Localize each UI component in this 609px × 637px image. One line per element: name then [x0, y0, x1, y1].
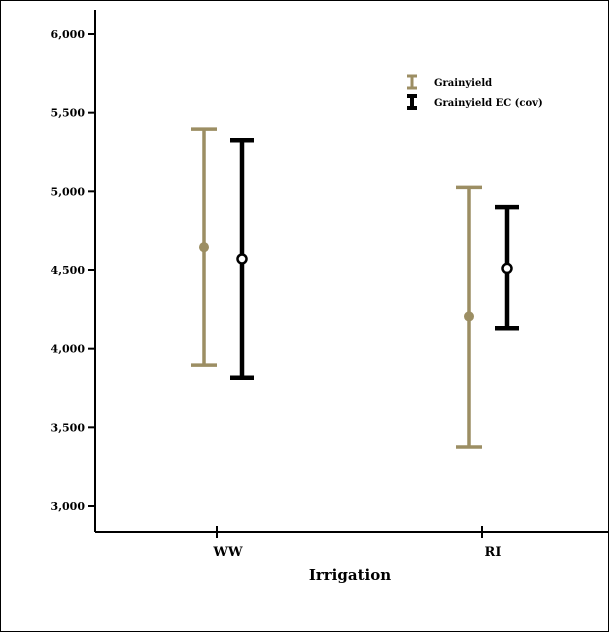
legend-label: Grainyield	[434, 78, 492, 89]
y-tick-label: 3,000	[51, 500, 86, 513]
y-tick-label: 5,000	[51, 185, 86, 198]
mean-marker	[464, 311, 474, 322]
y-tick-label: 4,000	[51, 343, 86, 356]
y-tick-label: 3,500	[51, 421, 86, 434]
data-marks	[191, 127, 519, 449]
x-tick-label: RI	[485, 545, 502, 560]
mean-marker	[501, 262, 513, 275]
legend-label: Grainyield EC (cov)	[434, 98, 543, 109]
y-tick-label: 4,500	[51, 264, 86, 277]
y-tick-label: 6,000	[51, 28, 86, 41]
y-tick-label: 5,500	[51, 107, 86, 120]
mean-marker	[236, 253, 248, 265]
legend: Grainyield Grainyield EC (cov)	[407, 74, 543, 110]
x-tick-label: WW	[212, 545, 243, 560]
x-ticks: WW RI	[212, 526, 501, 560]
y-ticks: 3,000 3,500 4,000 4,500 5,000 5,500 6,000	[51, 28, 95, 513]
x-axis-label: Irrigation	[309, 566, 391, 584]
mean-marker	[199, 242, 209, 253]
